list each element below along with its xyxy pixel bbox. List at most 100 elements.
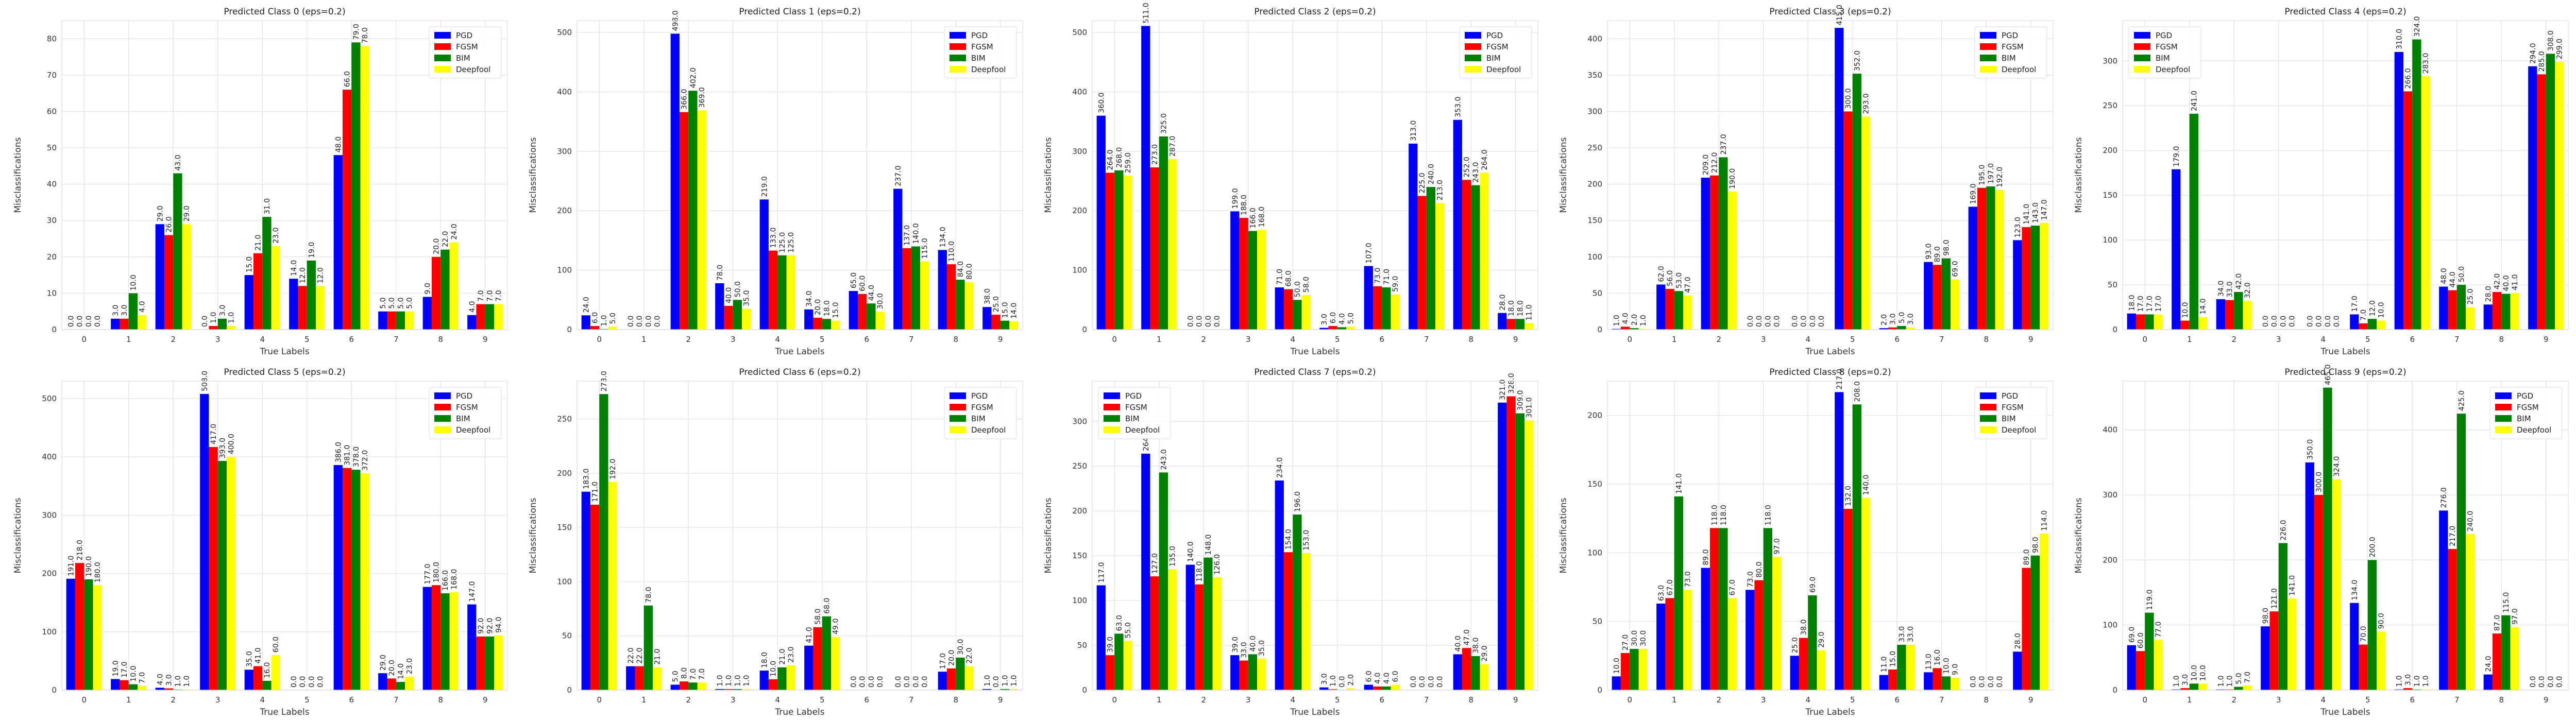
bar-value-label: 300.0 <box>2315 472 2324 492</box>
bar-value-label: 386.0 <box>334 442 343 462</box>
y-tick-label: 150 <box>1072 551 1087 560</box>
plot-frame <box>61 20 508 330</box>
y-tick-label: 50 <box>562 631 572 641</box>
bar-value-label: 378.0 <box>352 447 361 467</box>
bar-deepfool <box>1009 321 1019 330</box>
y-tick-label: 200 <box>42 569 57 578</box>
legend: PGD FGSM BIM Deepfool <box>1974 387 2047 439</box>
bar-value-label: 30.0 <box>1631 630 1639 646</box>
bar-value-label: 28.0 <box>2484 286 2493 302</box>
bar-deepfool <box>1638 649 1648 690</box>
bar-value-label: 266.0 <box>2404 68 2413 89</box>
bar-fgsm <box>2492 291 2502 330</box>
x-tick-label: 5 <box>1335 695 1340 705</box>
bar-value-label: 0.0 <box>201 316 209 327</box>
bar-value-label: 33.0 <box>1240 642 1248 658</box>
bar-value-label: 141.0 <box>2289 575 2297 596</box>
x-tick-label: 6 <box>349 335 354 344</box>
bar-fgsm <box>1105 655 1115 690</box>
bar-value-label: 310.0 <box>2395 29 2403 49</box>
legend-swatch <box>434 55 451 61</box>
bar-fgsm <box>1283 289 1293 330</box>
chart-title: Predicted Class 6 (eps=0.2) <box>739 367 860 377</box>
bar-value-label: 1.0 <box>228 312 236 323</box>
y-tick-label: 300 <box>42 510 57 520</box>
bar-deepfool <box>1861 497 1871 690</box>
bar-deepfool <box>2466 307 2475 330</box>
bar-value-label: 71.0 <box>1383 269 1391 285</box>
bar-deepfool <box>494 635 503 690</box>
x-tick-label: 1 <box>2187 335 2192 344</box>
bar-fgsm <box>209 447 218 690</box>
x-tick-label: 5 <box>820 335 825 344</box>
legend-swatch <box>950 415 966 422</box>
bar-value-label: 119.0 <box>2146 590 2154 610</box>
bar-value-label: 10.0 <box>2378 302 2386 318</box>
bar-value-label: 114.0 <box>2041 510 2049 531</box>
legend-box <box>429 387 502 439</box>
bar-pgd <box>1924 672 1933 690</box>
bar-bim <box>2501 615 2511 690</box>
x-tick-label: 5 <box>1335 335 1340 344</box>
x-tick-label: 3 <box>2276 695 2281 705</box>
bar-pgd <box>982 689 992 690</box>
legend-label: BIM <box>2517 414 2531 423</box>
bar-bim <box>1986 186 1995 330</box>
bar-fgsm <box>1239 218 1248 330</box>
x-tick-label: 3 <box>215 335 221 344</box>
legend-label: Deepfool <box>2156 65 2190 74</box>
bar-value-label: 40.0 <box>725 287 733 303</box>
bar-bim <box>396 682 405 690</box>
bar-value-label: 0.0 <box>1418 676 1427 688</box>
y-tick-label: 70 <box>47 71 57 80</box>
x-tick-label: 8 <box>2499 695 2504 705</box>
y-tick-label: 100 <box>1072 596 1087 605</box>
bar-deepfool <box>608 482 617 690</box>
bar-value-label: 10.0 <box>129 666 138 682</box>
legend-label: BIM <box>1125 414 1140 423</box>
bar-pgd <box>378 311 387 330</box>
bar-value-label: 137.0 <box>903 225 911 246</box>
bar-fgsm <box>1665 288 1674 330</box>
bar-value-label: 350.0 <box>2306 439 2314 460</box>
legend-swatch <box>1980 392 1996 399</box>
bar-value-label: 58.0 <box>814 609 822 625</box>
bar-value-label: 3.0 <box>2404 674 2413 685</box>
bar-deepfool <box>1301 553 1311 690</box>
bar-value-label: 134.0 <box>2351 580 2359 600</box>
bar-value-label: 3.0 <box>1889 313 1897 324</box>
y-axis-title: Misclassifications <box>13 137 23 213</box>
legend-label: PGD <box>456 31 472 40</box>
bar-value-label: 1.0 <box>2422 675 2430 686</box>
chart-panel: 0 50 100 150 200 250 300 350 400 0 1 2 3 4 5 6 7 8 9 1.0 62.… <box>1546 0 2061 360</box>
legend-swatch <box>2134 66 2150 73</box>
legend-swatch <box>950 66 966 73</box>
chart-panel: 0 100 200 300 400 500 0 1 2 3 4 5 6 7 8 9 360.0 511.0 0.0 1… <box>1030 0 1546 360</box>
bar-deepfool <box>2377 631 2386 690</box>
plot-frame <box>1092 381 1538 691</box>
bar-value-label: 0.0 <box>921 676 929 688</box>
bar-deepfool <box>1009 689 1019 690</box>
bar-value-label: 70.0 <box>2360 626 2368 642</box>
bar-bim <box>485 636 495 690</box>
bar-value-label: 1.0 <box>600 315 608 327</box>
bar-value-label: 154.0 <box>1285 529 1293 550</box>
legend-swatch <box>1980 66 1996 73</box>
bar-value-label: 1.0 <box>984 675 992 686</box>
bar-bim <box>1719 157 1728 330</box>
y-tick-label: 0 <box>1597 685 1602 695</box>
bar-bim <box>1941 258 1951 330</box>
bar-deepfool <box>2287 598 2297 690</box>
legend-swatch <box>434 426 451 433</box>
y-tick-label: 400 <box>1072 87 1087 96</box>
bar-value-label: 78.0 <box>716 265 724 281</box>
legend-label: FGSM <box>2156 42 2178 52</box>
y-tick-label: 0 <box>2112 685 2117 695</box>
bar-bim <box>733 689 742 690</box>
x-tick-label: 5 <box>820 695 825 705</box>
x-tick-label: 2 <box>1201 695 1206 705</box>
bar-pgd <box>982 307 992 330</box>
chart-panel: 0 50 100 150 200 250 0 1 2 3 4 5 6 7 8 9 183.0 22.0 5.0 1.0… <box>515 360 1030 721</box>
